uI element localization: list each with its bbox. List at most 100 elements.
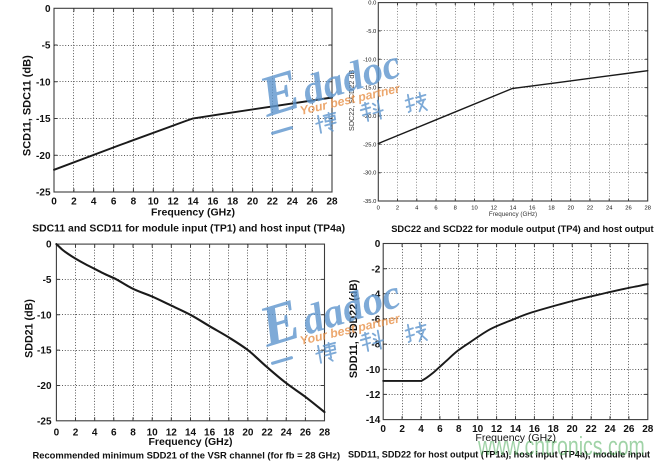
svg-text:12: 12	[491, 424, 503, 435]
svg-text:SDD11, SDD22 (dB): SDD11, SDD22 (dB)	[348, 279, 360, 378]
svg-text:2: 2	[396, 206, 399, 212]
svg-text:22: 22	[587, 206, 593, 212]
svg-text:12: 12	[168, 196, 180, 207]
svg-text:0: 0	[375, 239, 381, 250]
svg-text:-20: -20	[36, 151, 51, 162]
svg-text:6: 6	[111, 196, 117, 207]
svg-text:18: 18	[548, 424, 560, 435]
svg-text:14: 14	[510, 424, 522, 435]
svg-text:Recommended minimum SDD21 of t: Recommended minimum SDD21 of the VSR cha…	[32, 449, 340, 460]
svg-text:0: 0	[51, 196, 57, 207]
svg-text:10: 10	[471, 206, 477, 212]
svg-text:-15.0: -15.0	[363, 86, 376, 92]
svg-text:20: 20	[567, 424, 579, 435]
svg-text:4: 4	[418, 424, 424, 435]
svg-text:-25.0: -25.0	[363, 142, 376, 148]
svg-text:-10: -10	[37, 310, 52, 321]
svg-text:14: 14	[187, 196, 199, 207]
svg-text:-14: -14	[366, 415, 381, 426]
svg-text:2: 2	[73, 428, 79, 439]
svg-text:-5: -5	[42, 41, 51, 52]
svg-text:8: 8	[131, 196, 137, 207]
svg-text:24: 24	[606, 206, 613, 212]
svg-text:10: 10	[472, 424, 484, 435]
svg-text:8: 8	[130, 428, 136, 439]
svg-text:-30.0: -30.0	[363, 171, 376, 177]
svg-text:Frequency (GHz): Frequency (GHz)	[151, 207, 235, 219]
svg-text:-35.0: -35.0	[363, 199, 376, 205]
svg-text:18: 18	[548, 206, 554, 212]
svg-text:18: 18	[223, 428, 235, 439]
svg-text:2: 2	[71, 196, 77, 207]
svg-text:8: 8	[454, 206, 457, 212]
svg-text:10: 10	[147, 428, 159, 439]
svg-text:20: 20	[567, 206, 573, 212]
svg-text:22: 22	[267, 196, 279, 207]
svg-text:Frequency (GHz): Frequency (GHz)	[148, 436, 232, 448]
svg-text:SDC22 and SCD22 for module out: SDC22 and SCD22 for module output (TP4) …	[391, 224, 653, 234]
svg-text:0: 0	[45, 4, 51, 15]
svg-text:-4: -4	[371, 289, 380, 300]
svg-text:28: 28	[642, 424, 654, 435]
svg-text:SDC22, SCD22 dB: SDC22, SCD22 dB	[347, 70, 356, 131]
svg-text:-20.0: -20.0	[363, 114, 376, 120]
svg-text:SDD21 (dB): SDD21 (dB)	[24, 299, 36, 358]
svg-text:10: 10	[148, 196, 160, 207]
svg-text:14: 14	[510, 206, 517, 212]
svg-text:16: 16	[529, 206, 535, 212]
svg-text:www.cntronics.com: www.cntronics.com	[477, 431, 645, 460]
svg-text:-2: -2	[371, 264, 380, 275]
svg-text:-10: -10	[36, 77, 51, 88]
svg-text:4: 4	[92, 428, 98, 439]
svg-text:26: 26	[307, 196, 319, 207]
svg-text:-5: -5	[43, 275, 52, 286]
svg-text:16: 16	[207, 196, 219, 207]
svg-text:24: 24	[287, 196, 299, 207]
svg-text:Frequency (GHz): Frequency (GHz)	[475, 432, 556, 444]
svg-text:4: 4	[415, 206, 419, 212]
svg-text:6: 6	[111, 428, 117, 439]
svg-text:14: 14	[185, 428, 197, 439]
svg-text:0: 0	[380, 424, 386, 435]
svg-text:12: 12	[166, 428, 178, 439]
svg-text:-12: -12	[366, 390, 381, 401]
svg-text:16: 16	[529, 424, 541, 435]
svg-text:-15: -15	[36, 114, 51, 125]
svg-text:22: 22	[586, 424, 598, 435]
svg-text:28: 28	[319, 428, 331, 439]
svg-text:6: 6	[434, 206, 437, 212]
svg-text:-5.0: -5.0	[366, 29, 376, 35]
svg-text:22: 22	[262, 428, 274, 439]
svg-text:24: 24	[281, 428, 293, 439]
svg-text:-10: -10	[366, 365, 381, 376]
svg-text:-8: -8	[371, 340, 380, 351]
svg-text:24: 24	[604, 424, 616, 435]
svg-text:8: 8	[456, 424, 462, 435]
svg-text:16: 16	[204, 428, 216, 439]
svg-text:18: 18	[227, 196, 239, 207]
svg-text:-20: -20	[37, 381, 52, 392]
svg-text:SDC11 and SCD11 for module inp: SDC11 and SCD11 for module input (TP1) a…	[32, 224, 345, 235]
svg-text:-6: -6	[371, 315, 380, 326]
svg-text:28: 28	[644, 206, 650, 212]
svg-text:2: 2	[399, 424, 405, 435]
svg-text:26: 26	[625, 206, 631, 212]
svg-text:SDD11, SDD22 for host output (: SDD11, SDD22 for host output (TP1a), hos…	[348, 449, 650, 459]
svg-text:-25: -25	[36, 188, 51, 199]
svg-text:20: 20	[247, 196, 259, 207]
svg-text:0: 0	[54, 428, 60, 439]
svg-text:0.0: 0.0	[368, 1, 376, 7]
svg-text:-15: -15	[37, 346, 52, 357]
svg-text:-10.0: -10.0	[363, 57, 376, 63]
svg-text:4: 4	[91, 196, 97, 207]
svg-text:SCD11, SDC11 (dB): SCD11, SDC11 (dB)	[22, 55, 34, 156]
svg-text:12: 12	[491, 206, 497, 212]
svg-text:28: 28	[326, 196, 338, 207]
svg-text:-25: -25	[37, 416, 52, 427]
svg-text:20: 20	[242, 428, 254, 439]
svg-text:26: 26	[623, 424, 635, 435]
svg-text:6: 6	[437, 424, 443, 435]
svg-text:0: 0	[46, 240, 52, 251]
svg-text:26: 26	[300, 428, 312, 439]
svg-text:0: 0	[377, 206, 380, 212]
